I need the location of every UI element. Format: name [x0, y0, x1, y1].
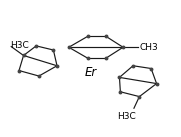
Text: CH3: CH3 [139, 43, 158, 52]
Text: Er: Er [84, 66, 97, 79]
Text: H3C: H3C [117, 112, 136, 121]
Text: H3C: H3C [10, 41, 29, 50]
